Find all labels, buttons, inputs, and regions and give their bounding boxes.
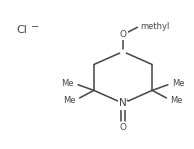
Text: N: N <box>119 98 127 108</box>
Text: Cl: Cl <box>16 25 27 35</box>
Text: +: + <box>124 98 130 103</box>
Text: Me: Me <box>170 96 183 105</box>
Text: methyl: methyl <box>140 22 169 31</box>
Text: O: O <box>120 123 126 132</box>
Text: Me: Me <box>63 96 76 105</box>
Text: Me: Me <box>61 79 74 88</box>
Text: Me: Me <box>172 79 185 88</box>
Text: O: O <box>120 30 126 39</box>
Text: −: − <box>30 21 39 32</box>
